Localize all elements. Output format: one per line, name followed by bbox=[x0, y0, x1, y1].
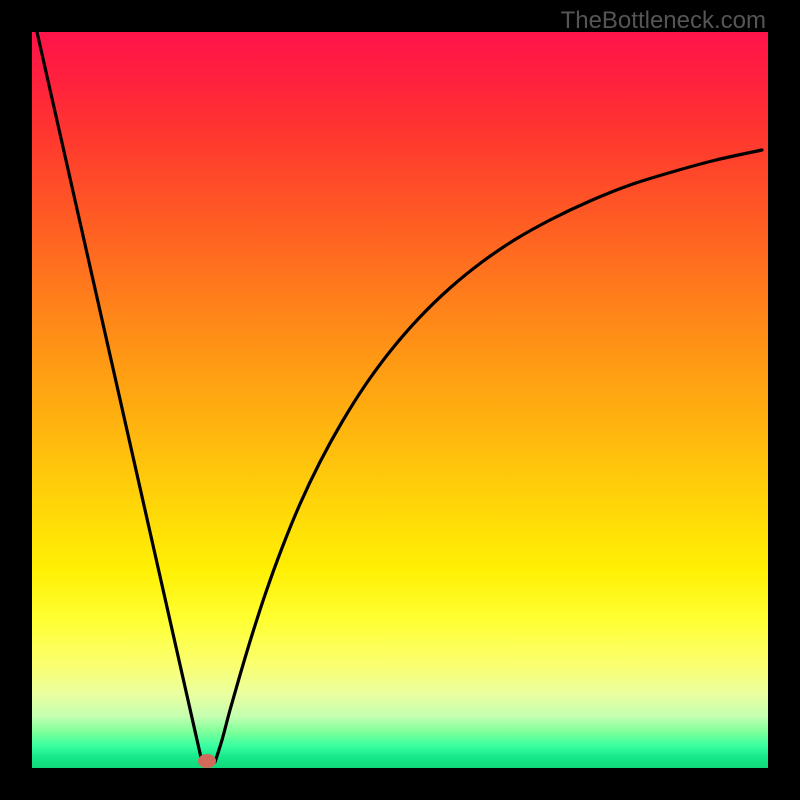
plot-area bbox=[32, 32, 768, 768]
watermark-text: TheBottleneck.com bbox=[561, 7, 766, 35]
minimum-marker bbox=[198, 754, 216, 768]
chart-container: TheBottleneck.com bbox=[0, 0, 800, 800]
left-curve bbox=[37, 32, 202, 762]
right-curve bbox=[215, 150, 762, 762]
curve-svg bbox=[32, 32, 768, 768]
